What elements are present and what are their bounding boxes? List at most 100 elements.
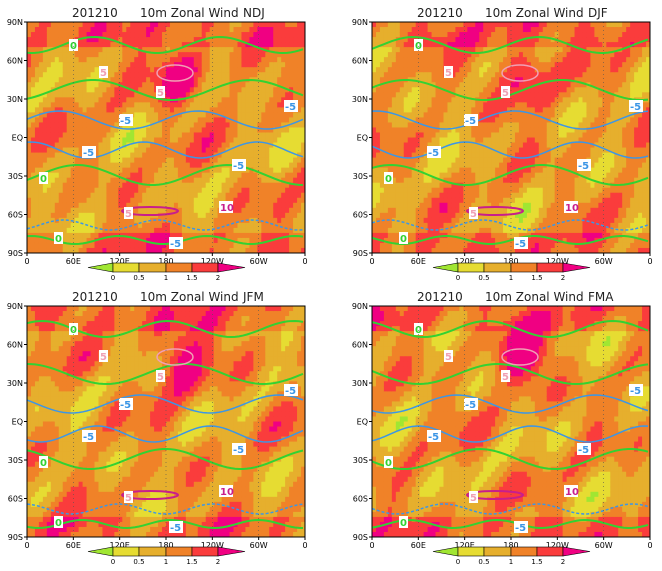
field-cell (182, 57, 186, 63)
field-cell (150, 27, 154, 33)
field-cell (130, 183, 134, 189)
field-cell (118, 77, 122, 83)
field-cell (420, 117, 424, 123)
field-cell (210, 92, 214, 98)
field-cell (515, 127, 519, 133)
field-cell (98, 97, 102, 103)
field-cell (412, 163, 416, 169)
field-cell (416, 158, 420, 164)
field-cell (451, 228, 455, 234)
field-cell (265, 122, 269, 128)
field-cell (376, 228, 380, 234)
field-cell (138, 52, 142, 58)
field-cell (106, 102, 110, 108)
field-cell (138, 37, 142, 43)
field-cell (178, 132, 182, 138)
field-cell (440, 67, 444, 73)
field-cell (281, 62, 285, 68)
field-cell (388, 22, 392, 28)
field-cell (198, 122, 202, 128)
field-cell (31, 122, 35, 128)
field-cell (463, 127, 467, 133)
field-cell (210, 122, 214, 128)
field-cell (102, 223, 106, 229)
field-cell (186, 132, 190, 138)
contour-label: -5 (285, 102, 296, 113)
field-cell (416, 107, 420, 113)
field-cell (257, 37, 261, 43)
field-cell (102, 32, 106, 38)
field-cell (134, 82, 138, 88)
field-cell (98, 107, 102, 113)
field-cell (114, 72, 118, 78)
field-cell (372, 153, 376, 159)
field-cell (174, 188, 178, 194)
field-cell (261, 223, 265, 229)
field-cell (59, 203, 63, 209)
field-cell (214, 188, 218, 194)
field-cell (230, 188, 234, 194)
field-cell (202, 218, 206, 224)
field-cell (376, 57, 380, 63)
field-cell (273, 122, 277, 128)
field-cell (428, 47, 432, 53)
field-cell (126, 67, 130, 73)
field-cell (428, 27, 432, 33)
field-cell (416, 138, 420, 144)
field-cell (273, 72, 277, 78)
field-cell (487, 62, 491, 68)
field-cell (293, 198, 297, 204)
field-cell (269, 122, 273, 128)
field-cell (43, 52, 47, 58)
field-cell (166, 87, 170, 93)
field-cell (281, 32, 285, 38)
field-cell (483, 153, 487, 159)
field-cell (451, 52, 455, 58)
field-cell (75, 87, 79, 93)
field-cell (487, 117, 491, 123)
field-cell (206, 42, 210, 48)
field-cell (146, 168, 150, 174)
field-cell (55, 183, 59, 189)
field-cell (63, 228, 67, 234)
field-cell (293, 148, 297, 154)
field-cell (463, 153, 467, 159)
field-cell (396, 107, 400, 113)
field-cell (210, 117, 214, 123)
field-cell (146, 158, 150, 164)
field-cell (447, 107, 451, 113)
field-cell (376, 87, 380, 93)
field-cell (388, 117, 392, 123)
field-cell (384, 117, 388, 123)
field-cell (114, 52, 118, 58)
field-cell (126, 238, 130, 244)
field-cell (436, 193, 440, 199)
field-cell (98, 218, 102, 224)
field-cell (440, 102, 444, 108)
field-cell (71, 57, 75, 63)
field-cell (214, 148, 218, 154)
field-cell (265, 72, 269, 78)
field-cell (455, 107, 459, 113)
colorbar-label: 2 (216, 274, 220, 282)
field-cell (198, 52, 202, 58)
field-cell (63, 72, 67, 78)
field-cell (87, 27, 91, 33)
field-cell (479, 27, 483, 33)
field-cell (35, 148, 39, 154)
field-cell (222, 107, 226, 113)
field-cell (166, 127, 170, 133)
field-cell (265, 168, 269, 174)
field-cell (150, 173, 154, 179)
field-cell (376, 37, 380, 43)
field-cell (408, 178, 412, 184)
field-cell (404, 138, 408, 144)
field-cell (190, 87, 194, 93)
field-cell (432, 47, 436, 53)
field-cell (234, 193, 238, 199)
field-cell (158, 22, 162, 28)
field-cell (396, 158, 400, 164)
field-cell (380, 208, 384, 214)
field-cell (451, 112, 455, 118)
field-cell (447, 238, 451, 244)
